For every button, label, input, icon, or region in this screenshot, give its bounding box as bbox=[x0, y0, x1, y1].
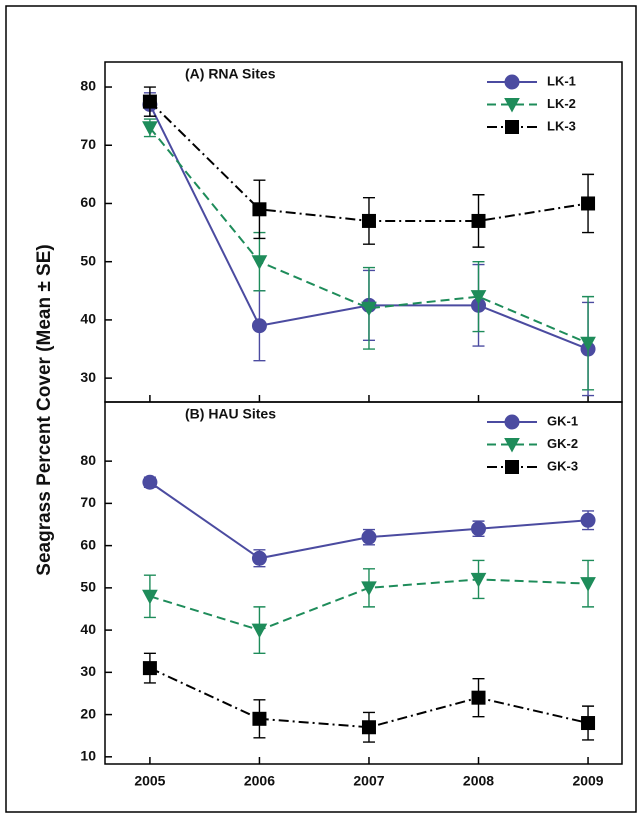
marker bbox=[251, 318, 267, 334]
series-line bbox=[149, 127, 589, 345]
plot-area bbox=[104, 401, 623, 765]
y-tick-label: 10 bbox=[80, 748, 96, 764]
marker bbox=[251, 550, 267, 566]
y-tick-label: 30 bbox=[80, 369, 96, 385]
marker bbox=[252, 202, 267, 217]
marker bbox=[142, 661, 157, 676]
legend-label: LK-1 bbox=[547, 73, 576, 88]
y-tick-label: 70 bbox=[80, 494, 96, 510]
y-tick-label: 50 bbox=[80, 579, 96, 595]
marker bbox=[505, 120, 519, 134]
marker bbox=[580, 577, 596, 592]
marker bbox=[504, 98, 520, 113]
y-tick-label: 30 bbox=[80, 663, 96, 679]
marker bbox=[505, 460, 519, 474]
marker bbox=[361, 529, 377, 545]
y-tick-label: 40 bbox=[80, 311, 96, 327]
x-tick-label: 2007 bbox=[353, 773, 384, 789]
marker bbox=[471, 690, 486, 705]
y-tick-label: 20 bbox=[80, 705, 96, 721]
marker bbox=[361, 213, 376, 228]
marker bbox=[251, 255, 268, 270]
x-tick-label: 2005 bbox=[134, 773, 165, 789]
y-tick-label: 60 bbox=[80, 536, 96, 552]
y-tick-label: 40 bbox=[80, 621, 96, 637]
marker bbox=[251, 623, 268, 639]
x-tick-label: 2008 bbox=[463, 773, 494, 789]
marker bbox=[504, 414, 520, 430]
y-tick-label: 50 bbox=[80, 252, 96, 268]
marker bbox=[471, 213, 486, 228]
x-tick-label: 2006 bbox=[244, 773, 275, 789]
marker bbox=[142, 121, 158, 136]
legend-label: LK-3 bbox=[547, 118, 576, 133]
marker bbox=[361, 720, 376, 735]
marker bbox=[252, 711, 267, 726]
marker bbox=[361, 581, 377, 596]
x-tick-label: 2009 bbox=[572, 773, 603, 789]
y-axis-label: Seagrass Percent Cover (Mean ± SE) bbox=[34, 244, 55, 575]
marker bbox=[504, 438, 520, 453]
y-tick-label: 80 bbox=[80, 452, 96, 468]
series-line bbox=[149, 667, 589, 729]
y-tick-label: 60 bbox=[80, 194, 96, 210]
marker bbox=[470, 290, 487, 305]
marker bbox=[504, 74, 520, 90]
legend-label: GK-2 bbox=[547, 436, 578, 451]
marker bbox=[142, 589, 158, 605]
marker bbox=[580, 512, 596, 528]
marker bbox=[470, 572, 487, 588]
plot-area bbox=[104, 61, 623, 403]
marker bbox=[581, 196, 596, 211]
legend-label: LK-2 bbox=[547, 96, 576, 111]
y-tick-label: 80 bbox=[80, 78, 96, 94]
marker bbox=[471, 521, 487, 537]
y-tick-label: 70 bbox=[80, 136, 96, 152]
marker bbox=[142, 94, 157, 109]
frame bbox=[5, 5, 637, 813]
legend-label: GK-3 bbox=[547, 458, 578, 473]
panel-title: (B) HAU Sites bbox=[185, 406, 276, 422]
marker bbox=[581, 716, 596, 731]
marker bbox=[580, 336, 596, 352]
legend-label: GK-1 bbox=[547, 413, 578, 428]
panel-title: (A) RNA Sites bbox=[185, 66, 276, 82]
marker bbox=[142, 474, 158, 490]
marker bbox=[361, 301, 377, 317]
series-line bbox=[149, 481, 589, 560]
